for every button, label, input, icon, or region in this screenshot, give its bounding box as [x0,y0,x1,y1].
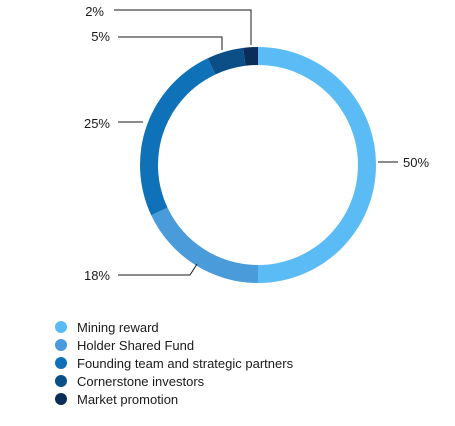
pct-label-cornerstone-investors: 5% [91,29,110,44]
donut-slice-market-promotion [243,47,258,66]
legend-swatch [55,339,67,351]
legend-label: Founding team and strategic partners [77,355,294,371]
legend-item-cornerstone-investors: Cornerstone investors [55,372,293,390]
legend: Mining reward Holder Shared Fund Foundin… [55,318,293,408]
legend-label: Cornerstone investors [77,373,205,389]
pct-label-holder-shared-fund: 18% [84,268,110,283]
legend-item-holder-shared-fund: Holder Shared Fund [55,336,293,354]
donut-slices [140,47,376,283]
leader-line-cornerstone-investors [118,36,223,50]
pct-label-market-promotion: 2% [85,4,104,19]
legend-swatch [55,357,67,369]
leader-line-market-promotion [114,9,252,45]
donut-slice-mining-reward [258,47,376,283]
legend-label: Holder Shared Fund [77,337,195,353]
legend-item-founding-team: Founding team and strategic partners [55,354,293,372]
donut-slice-cornerstone-investors [207,47,246,75]
legend-item-mining-reward: Mining reward [55,318,293,336]
legend-label: Market promotion [77,391,179,407]
donut-slice-holder-shared-fund [151,207,258,283]
leader-line-holder-shared-fund [118,263,198,276]
donut-slice-founding-team-and-strategic-partners [140,58,216,216]
pct-label-founding-team: 25% [84,116,110,131]
legend-swatch [55,393,67,405]
legend-swatch [55,321,67,333]
legend-label: Mining reward [77,319,159,335]
legend-swatch [55,375,67,387]
leader-lines [114,9,398,276]
pct-label-mining-reward: 50% [403,155,429,170]
legend-item-market-promotion: Market promotion [55,390,293,408]
